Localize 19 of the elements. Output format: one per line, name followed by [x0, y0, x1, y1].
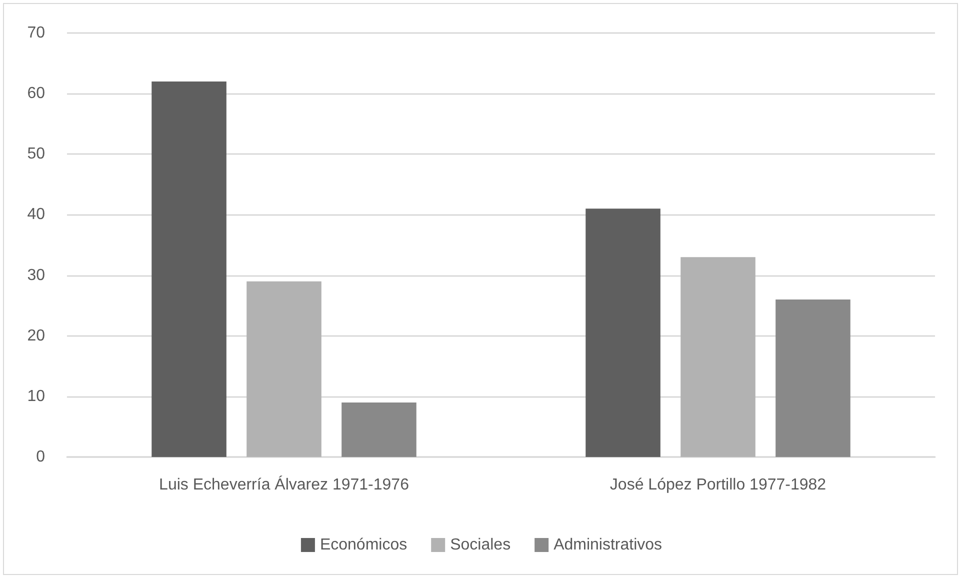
legend-label: Sociales: [450, 536, 511, 554]
y-tick-label: 40: [27, 206, 46, 224]
y-tick-label: 0: [36, 448, 46, 466]
bar: [586, 208, 660, 457]
legend-label: Administrativos: [554, 536, 662, 554]
y-tick-label: 20: [27, 327, 46, 344]
bar: [776, 300, 850, 457]
y-tick-label: 50: [27, 146, 46, 163]
y-tick-label: 70: [27, 24, 46, 42]
y-tick-label: 60: [27, 85, 46, 102]
bar: [680, 257, 756, 457]
x-tick-label: José López Portillo 1977-1982: [610, 476, 826, 494]
y-tick-label: 10: [27, 388, 46, 405]
bar: [246, 281, 322, 457]
bar: [342, 402, 416, 457]
y-tick-label: 30: [27, 266, 46, 284]
x-tick-label: Luis Echeverría Álvarez 1971-1976: [159, 476, 410, 494]
legend-label: Económicos: [320, 536, 408, 554]
bar: [152, 81, 226, 457]
